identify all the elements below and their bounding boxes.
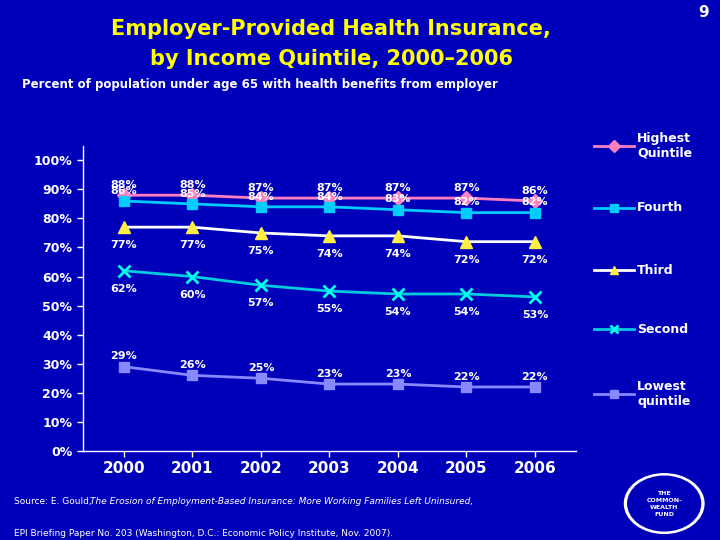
Text: 54%: 54% bbox=[384, 307, 411, 317]
Text: 72%: 72% bbox=[521, 255, 548, 265]
Text: 84%: 84% bbox=[316, 192, 343, 201]
Text: 74%: 74% bbox=[316, 249, 343, 259]
Text: Percent of population under age 65 with health benefits from employer: Percent of population under age 65 with … bbox=[22, 78, 498, 91]
Text: 82%: 82% bbox=[521, 198, 548, 207]
Text: 83%: 83% bbox=[384, 194, 411, 205]
Text: 84%: 84% bbox=[248, 192, 274, 201]
Text: 77%: 77% bbox=[111, 240, 138, 250]
Text: 88%: 88% bbox=[179, 180, 206, 190]
Text: 87%: 87% bbox=[248, 183, 274, 193]
Text: Employer-Provided Health Insurance,: Employer-Provided Health Insurance, bbox=[112, 19, 551, 39]
Text: 29%: 29% bbox=[111, 352, 138, 361]
Text: 87%: 87% bbox=[316, 183, 343, 193]
Text: 86%: 86% bbox=[111, 186, 138, 196]
Text: Lowest
quintile: Lowest quintile bbox=[637, 380, 690, 408]
Text: 53%: 53% bbox=[522, 310, 548, 320]
Text: 85%: 85% bbox=[179, 188, 206, 199]
Text: Fourth: Fourth bbox=[637, 201, 683, 214]
Text: 57%: 57% bbox=[248, 298, 274, 308]
Text: 87%: 87% bbox=[384, 183, 411, 193]
Text: 62%: 62% bbox=[111, 284, 138, 294]
Text: 55%: 55% bbox=[316, 304, 343, 314]
Text: by Income Quintile, 2000–2006: by Income Quintile, 2000–2006 bbox=[150, 49, 513, 69]
Circle shape bbox=[628, 476, 701, 531]
Text: 82%: 82% bbox=[453, 198, 480, 207]
Text: 22%: 22% bbox=[521, 372, 548, 382]
Text: 22%: 22% bbox=[453, 372, 480, 382]
Text: 75%: 75% bbox=[248, 246, 274, 256]
Text: 86%: 86% bbox=[521, 186, 548, 196]
Text: 25%: 25% bbox=[248, 363, 274, 373]
Circle shape bbox=[624, 474, 704, 534]
Text: 87%: 87% bbox=[453, 183, 480, 193]
Text: 77%: 77% bbox=[179, 240, 206, 250]
Text: Third: Third bbox=[637, 264, 674, 276]
Text: Highest
Quintile: Highest Quintile bbox=[637, 132, 693, 160]
Text: 88%: 88% bbox=[111, 180, 138, 190]
Text: 23%: 23% bbox=[384, 369, 411, 379]
Text: Second: Second bbox=[637, 323, 688, 336]
Text: EPI Briefing Paper No. 203 (Washington, D.C.: Economic Policy Institute, Nov. 20: EPI Briefing Paper No. 203 (Washington, … bbox=[14, 529, 394, 538]
Text: The Erosion of Employment-Based Insurance: More Working Families Left Uninsured,: The Erosion of Employment-Based Insuranc… bbox=[90, 497, 474, 506]
Text: 72%: 72% bbox=[453, 255, 480, 265]
Text: Source: E. Gould,: Source: E. Gould, bbox=[14, 497, 95, 506]
Text: 9: 9 bbox=[698, 5, 709, 21]
Text: THE
COMMON-
WEALTH
FUND: THE COMMON- WEALTH FUND bbox=[647, 490, 682, 517]
Text: 54%: 54% bbox=[453, 307, 480, 317]
Text: 26%: 26% bbox=[179, 360, 206, 370]
Text: 60%: 60% bbox=[179, 289, 206, 300]
Text: 23%: 23% bbox=[316, 369, 343, 379]
Text: 74%: 74% bbox=[384, 249, 411, 259]
